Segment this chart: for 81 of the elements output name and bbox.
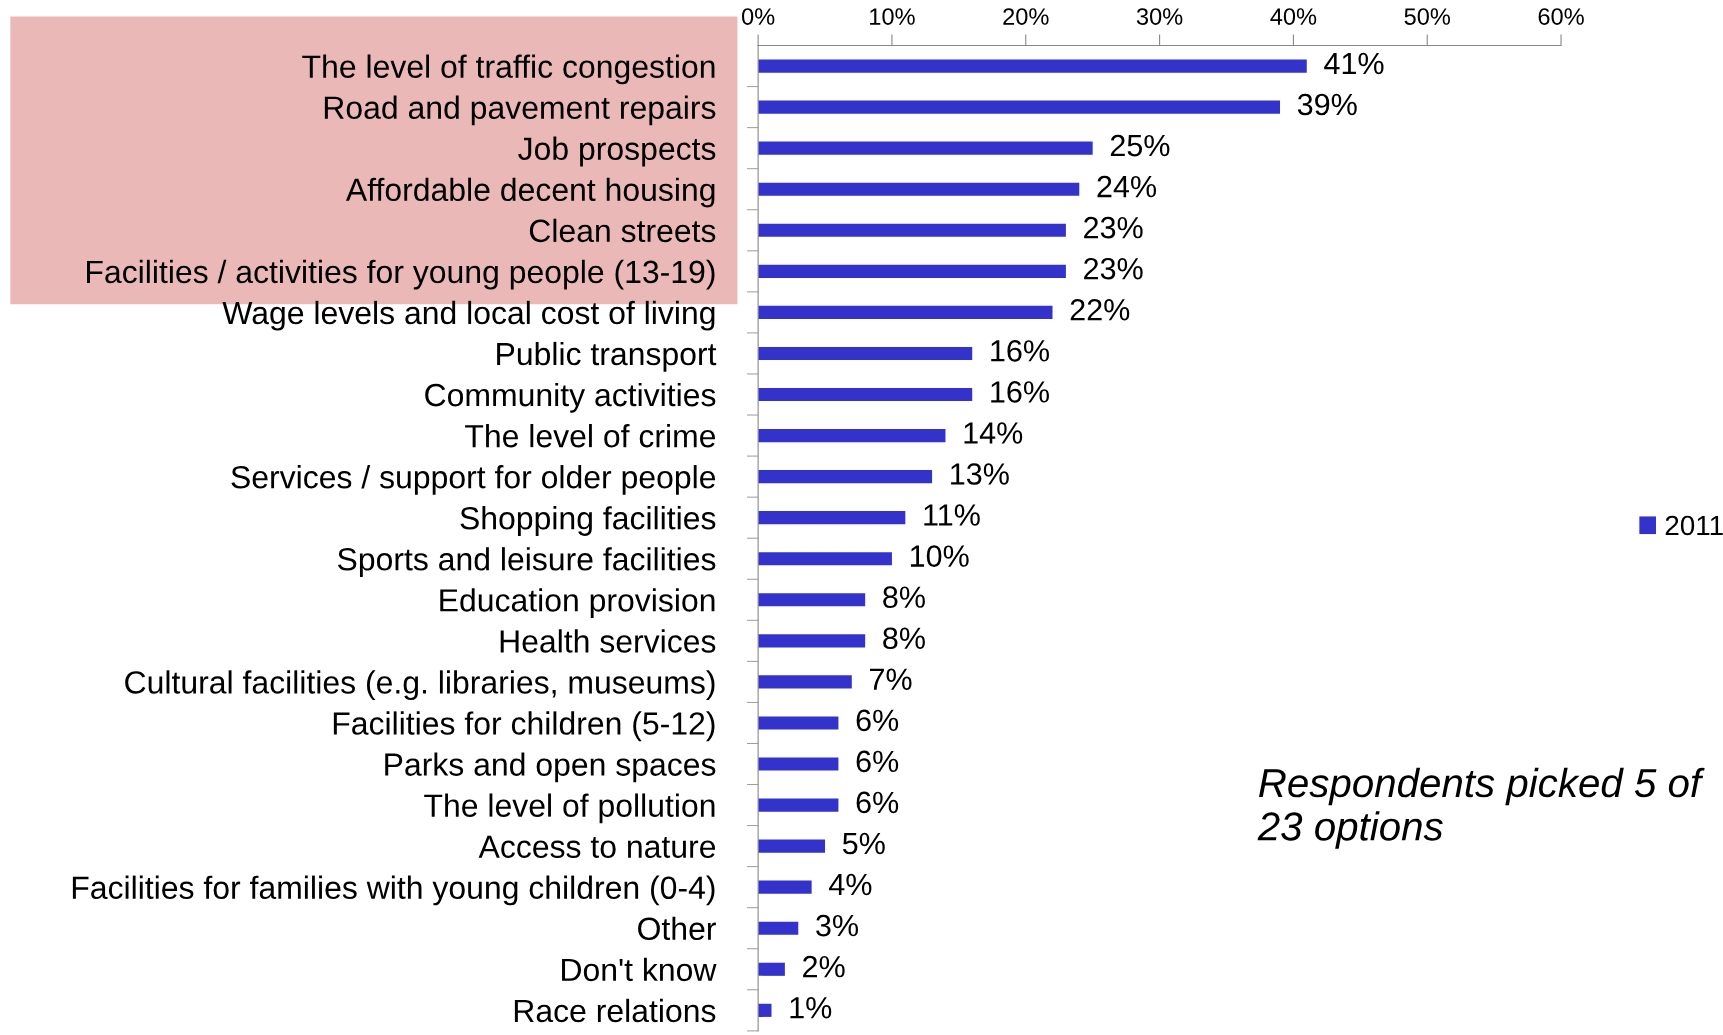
data-label: 2%: [803, 955, 845, 978]
bar: [758, 634, 866, 648]
data-label: 6%: [856, 750, 899, 773]
data-label: 23%: [1084, 216, 1143, 239]
bar: [758, 470, 933, 484]
y-tick-label: Race relations: [514, 998, 716, 1023]
data-label: 41%: [1324, 52, 1384, 75]
y-tick-label: Don't know: [562, 957, 717, 982]
data-label: 10%: [910, 545, 969, 567]
y-tick-label: Other: [638, 916, 716, 941]
y-tick-label: The level of crime: [465, 423, 716, 448]
y-tick-label: Facilities for children (5-12): [333, 711, 715, 742]
bar: [758, 305, 1053, 319]
y-tick-label: Access to nature: [478, 835, 716, 858]
bar: [758, 59, 1307, 73]
data-label: 22%: [1070, 298, 1130, 321]
bar: [758, 428, 946, 443]
bar: [758, 100, 1281, 114]
y-tick-label: Facilities / activities for young people (13-19): [87, 259, 715, 290]
y-tick-label: Road and pavement repairs: [324, 95, 716, 126]
bar: [758, 182, 1080, 196]
x-tick-label: 50%: [1404, 8, 1451, 25]
y-tick-label: The level of pollution: [424, 793, 715, 824]
bar: [758, 921, 799, 935]
data-label: 3%: [816, 914, 859, 937]
y-tick-label: Shopping facilities: [460, 506, 716, 536]
bar: [758, 264, 1066, 278]
y-tick-label: Affordable decent housing: [345, 177, 715, 208]
legend-label: 2011: [1665, 515, 1723, 536]
data-label: 6%: [856, 791, 899, 814]
y-tick-label: Education provision: [440, 588, 715, 618]
data-label: 5%: [842, 832, 885, 855]
bar: [758, 798, 839, 812]
y-tick-label: Services / support for older people: [231, 465, 716, 495]
data-label: 25%: [1110, 134, 1170, 157]
data-label: 1%: [790, 997, 832, 1019]
bar: [758, 675, 852, 689]
bar: [758, 141, 1093, 155]
bar: [758, 839, 826, 853]
x-tick-label: 10%: [870, 8, 915, 25]
bar: [758, 716, 839, 730]
bar: [758, 962, 785, 976]
data-label: 23%: [1084, 257, 1143, 280]
bar: [758, 1003, 772, 1017]
y-tick-label: Cultural facilities (e.g. libraries, museums): [125, 670, 715, 701]
y-tick-label: Clean streets: [529, 218, 716, 243]
y-tick-label: Health services: [500, 629, 716, 653]
y-tick-label: Job prospects: [518, 136, 716, 167]
data-label: 7%: [870, 668, 912, 690]
data-label: 13%: [951, 463, 1009, 485]
bar: [758, 593, 866, 607]
bar: [758, 511, 906, 525]
data-label: 8%: [883, 627, 925, 650]
bar: [758, 346, 973, 361]
x-tick-label: 0%: [741, 8, 775, 25]
data-label: 6%: [856, 709, 899, 732]
data-label: 14%: [964, 422, 1023, 444]
data-label: 16%: [991, 340, 1049, 362]
y-tick-label: Wage levels and local cost of living: [222, 300, 715, 331]
x-tick-label: 20%: [1003, 8, 1049, 25]
annotation: Respondents picked 5 of 23 options: [1257, 767, 1705, 849]
bar: [758, 223, 1066, 237]
data-label: 11%: [924, 504, 980, 526]
bar: [758, 880, 812, 894]
y-tick-label: The level of traffic congestion: [302, 54, 715, 85]
y-tick-label: Sports and leisure facilities: [337, 547, 716, 577]
x-tick-label: 60%: [1538, 8, 1584, 25]
y-tick-label: Community activities: [425, 382, 716, 413]
bar: [758, 552, 892, 566]
x-tick-label: 40%: [1270, 8, 1317, 25]
y-tick-label: Facilities for families with young children (0-4): [72, 875, 715, 906]
data-label: 24%: [1097, 175, 1157, 198]
data-label: 8%: [883, 586, 925, 608]
y-tick-label: Parks and open spaces: [385, 752, 716, 783]
y-tick-label: Public transport: [497, 341, 717, 372]
bar: [758, 387, 973, 402]
x-tick-label: 30%: [1136, 8, 1183, 25]
data-label: 4%: [829, 873, 872, 896]
data-label: 39%: [1297, 93, 1357, 116]
bar: [758, 757, 839, 771]
data-label: 16%: [991, 381, 1049, 403]
